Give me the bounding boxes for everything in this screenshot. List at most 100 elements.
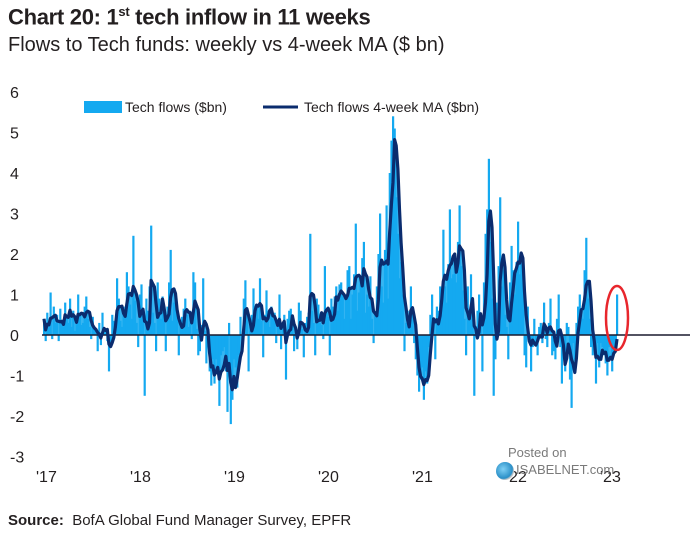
bar bbox=[489, 241, 492, 335]
bar bbox=[177, 335, 180, 356]
bar bbox=[237, 335, 240, 356]
bar bbox=[205, 335, 208, 364]
ma-line bbox=[42, 138, 619, 392]
bar bbox=[155, 335, 158, 352]
bar bbox=[580, 314, 583, 336]
bar bbox=[591, 335, 594, 356]
bar bbox=[111, 314, 114, 336]
bar bbox=[456, 241, 460, 335]
bar bbox=[320, 324, 323, 335]
bar bbox=[301, 328, 304, 335]
bar bbox=[349, 318, 352, 335]
bar bbox=[221, 335, 224, 352]
bar bbox=[521, 282, 525, 335]
bar bbox=[60, 320, 64, 335]
bar bbox=[507, 335, 510, 360]
bar bbox=[260, 320, 263, 335]
bar bbox=[573, 335, 576, 360]
highlight-ellipse bbox=[604, 284, 630, 352]
y-tick-label: 2 bbox=[10, 247, 19, 264]
bar bbox=[351, 294, 354, 335]
bar bbox=[234, 335, 237, 368]
bar bbox=[82, 322, 85, 335]
bar bbox=[505, 326, 508, 335]
bar bbox=[408, 322, 411, 335]
bar bbox=[187, 326, 190, 335]
bar bbox=[223, 335, 226, 348]
chart-subtitle: Flows to Tech funds: weekly vs 4-week MA… bbox=[8, 34, 445, 56]
bar bbox=[596, 335, 599, 344]
bar bbox=[328, 335, 331, 356]
y-tick-label: 0 bbox=[10, 328, 19, 345]
bar bbox=[601, 335, 604, 348]
bar bbox=[270, 306, 273, 335]
bar bbox=[135, 322, 138, 335]
bar bbox=[172, 302, 176, 335]
bar bbox=[284, 335, 288, 380]
ma-line-series bbox=[42, 138, 619, 392]
watermark: Posted on ISABELNET.com bbox=[496, 444, 614, 480]
bar bbox=[344, 298, 348, 335]
bar bbox=[517, 221, 520, 335]
bar bbox=[265, 290, 268, 335]
bar bbox=[387, 298, 390, 335]
bar bbox=[538, 326, 541, 335]
y-tick-label: 3 bbox=[10, 207, 19, 224]
bar bbox=[247, 335, 250, 372]
bar bbox=[195, 328, 198, 335]
bar bbox=[401, 294, 404, 335]
bar bbox=[361, 258, 364, 335]
bar bbox=[88, 326, 91, 335]
watermark-line1: Posted on bbox=[508, 445, 567, 460]
bar bbox=[75, 320, 78, 335]
bar bbox=[424, 335, 427, 372]
bar bbox=[163, 316, 166, 335]
bar bbox=[413, 335, 416, 344]
bar bbox=[137, 335, 140, 348]
x-tick-label: '20 bbox=[318, 469, 339, 486]
x-tick-label: '18 bbox=[130, 469, 151, 486]
chart-title: Chart 20: 1st tech inflow in 11 weeks bbox=[8, 4, 371, 30]
bar bbox=[581, 318, 585, 335]
bar bbox=[575, 322, 578, 335]
bar bbox=[109, 335, 112, 344]
bar bbox=[557, 294, 560, 335]
bar bbox=[520, 254, 523, 335]
bar bbox=[296, 335, 299, 350]
bar bbox=[216, 335, 219, 368]
bar bbox=[52, 306, 55, 335]
bar bbox=[427, 335, 430, 348]
bar bbox=[56, 314, 59, 336]
bar bbox=[471, 318, 474, 335]
y-tick-label: -1 bbox=[10, 369, 24, 386]
bar bbox=[530, 335, 533, 372]
x-tick-label: '23 bbox=[600, 469, 621, 486]
bar bbox=[405, 322, 408, 335]
bar bbox=[94, 333, 98, 335]
bar bbox=[228, 322, 231, 335]
bar bbox=[325, 310, 328, 335]
bar bbox=[450, 278, 453, 335]
bar bbox=[336, 310, 339, 335]
bar bbox=[395, 197, 398, 335]
y-axis: 6 5 4 3 2 1 0 -1 -2 -3 bbox=[10, 85, 24, 467]
bar bbox=[380, 286, 383, 335]
bar bbox=[565, 322, 568, 335]
bar bbox=[341, 294, 344, 335]
bar bbox=[323, 266, 326, 335]
bar bbox=[80, 324, 83, 335]
bar bbox=[286, 318, 289, 335]
bar bbox=[215, 335, 218, 360]
bar bbox=[271, 318, 275, 335]
watermark-line2: ISABELNET.com bbox=[516, 462, 615, 477]
bar bbox=[523, 335, 526, 356]
bar bbox=[49, 292, 52, 335]
bar bbox=[551, 335, 554, 356]
bar bbox=[197, 335, 200, 356]
bar bbox=[257, 318, 260, 335]
bar bbox=[362, 241, 365, 335]
bar bbox=[609, 335, 612, 344]
legend: Tech flows ($bn) Tech flows 4-week MA ($… bbox=[84, 99, 479, 115]
bar bbox=[348, 266, 351, 335]
bar bbox=[309, 233, 312, 336]
